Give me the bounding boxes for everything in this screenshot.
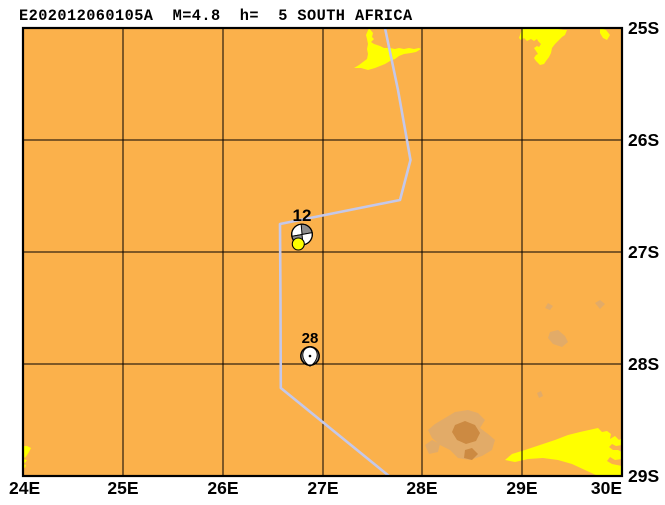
svg-text:27E: 27E (307, 478, 338, 498)
svg-text:26E: 26E (207, 478, 238, 498)
svg-text:28: 28 (302, 330, 319, 347)
svg-text:25E: 25E (107, 478, 138, 498)
svg-text:24E: 24E (9, 478, 40, 498)
svg-text:27S: 27S (628, 242, 659, 262)
svg-text:30E: 30E (591, 478, 622, 498)
svg-text:28S: 28S (628, 354, 659, 374)
svg-text:12: 12 (293, 206, 312, 225)
svg-text:26S: 26S (628, 130, 659, 150)
svg-text:29E: 29E (506, 478, 537, 498)
svg-text:29S: 29S (628, 466, 659, 486)
svg-text:28E: 28E (406, 478, 437, 498)
svg-text:25S: 25S (628, 18, 659, 38)
